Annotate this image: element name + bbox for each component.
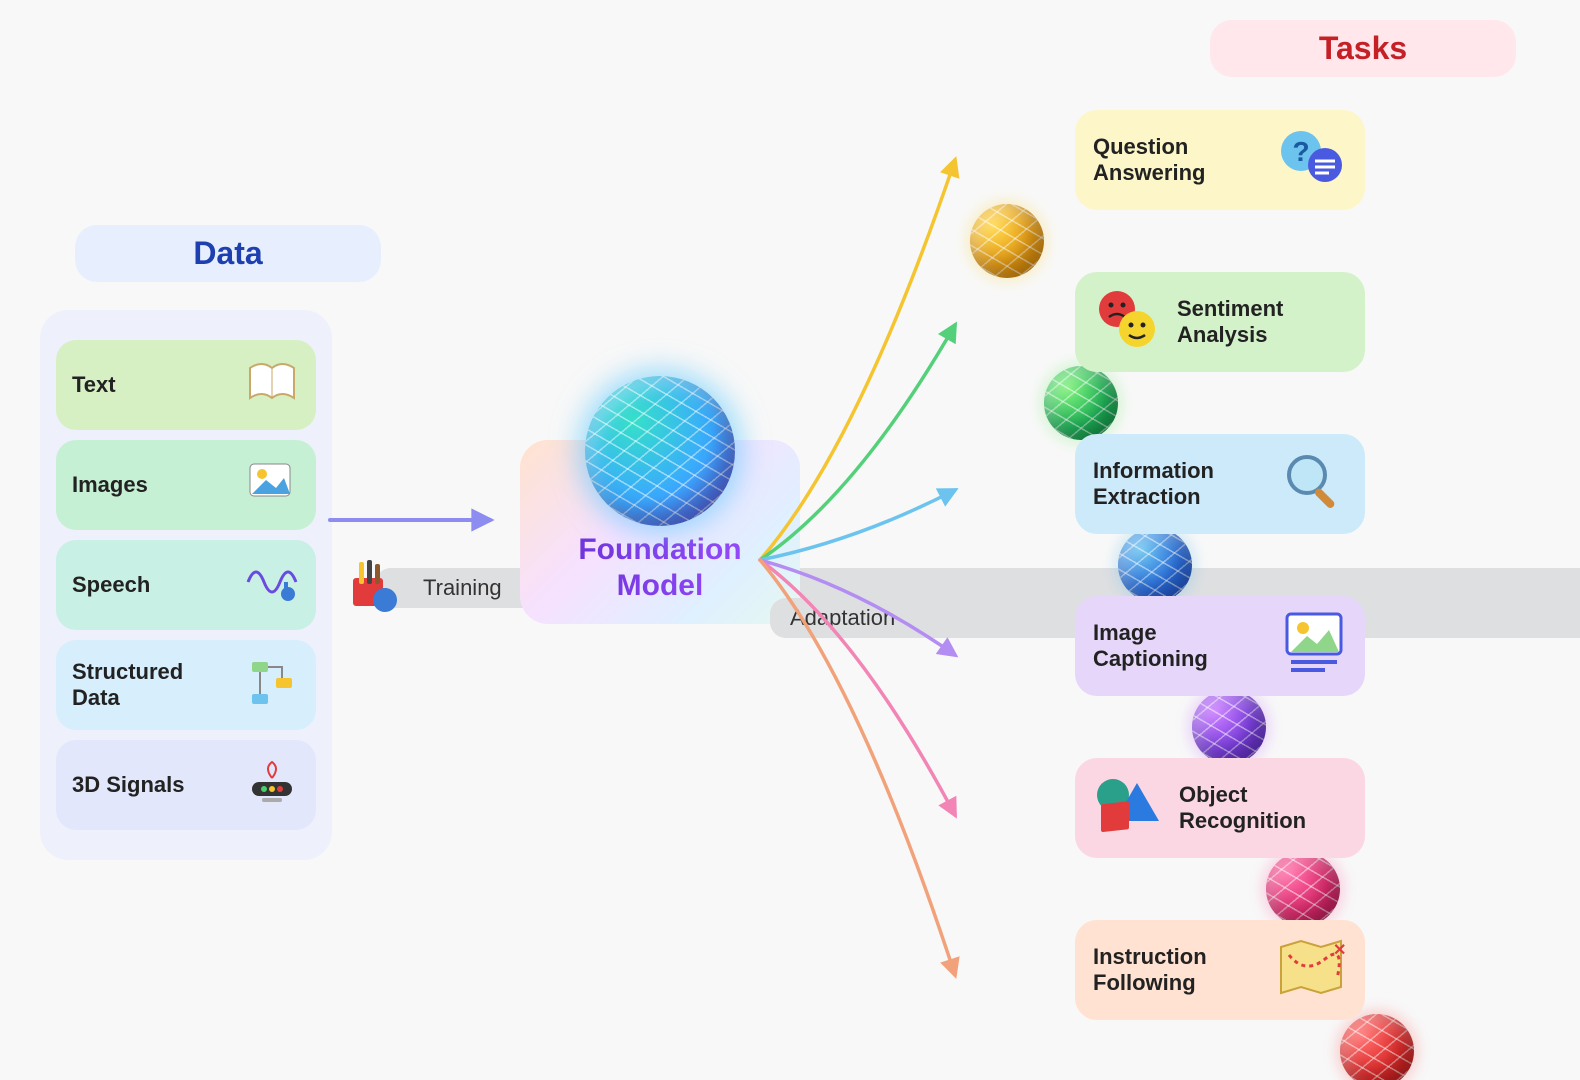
book-icon [244,354,300,416]
data-item-flow: StructuredData [56,640,316,730]
data-item-label: Images [72,472,148,498]
diagram-stage: Data Tasks Text Images Speech StructuredDat… [0,0,1580,1080]
task-box: InformationExtraction [1075,434,1365,534]
data-item-label: Speech [72,572,150,598]
task-sphere-icon [1118,528,1192,602]
task-sphere-icon [970,204,1044,278]
data-header: Data [75,225,381,282]
svg-text:✕: ✕ [1333,942,1346,959]
task-sphere-icon [1340,1014,1414,1080]
tasks-header-label: Tasks [1319,30,1407,66]
data-item-wave: Speech [56,540,316,630]
map-icon: ✕ [1275,935,1347,1005]
task-label: SentimentAnalysis [1177,296,1347,349]
data-item-label: 3D Signals [72,772,184,798]
training-text: Training [423,575,502,600]
router-icon [244,754,300,816]
tasks-column: QuestionAnswering?SentimentAnalysisInfor… [0,80,1580,159]
task-sphere-icon [1192,690,1266,764]
photo-icon [244,454,300,516]
task-label: InstructionFollowing [1093,944,1261,997]
shapes-icon [1093,773,1165,843]
task-label: InformationExtraction [1093,458,1265,511]
foundation-title-line1: Foundation [578,533,741,566]
foundation-model-box: Foundation Model [520,440,800,624]
svg-text:?: ? [1292,136,1309,167]
task-box: QuestionAnswering? [1075,110,1365,210]
task-label: ImageCaptioning [1093,620,1267,673]
task-box: InstructionFollowing ✕ [1075,920,1365,1020]
tasks-header: Tasks [1210,20,1516,77]
data-header-label: Data [193,235,262,271]
task-sphere-icon [1044,366,1118,440]
data-item-router: 3D Signals [56,740,316,830]
caption-icon [1281,608,1347,684]
foundation-title: Foundation Model [550,532,770,604]
data-item-label: Text [72,372,116,398]
data-panel: Text Images Speech StructuredData 3D Signals [40,310,332,860]
task-box: ObjectRecognition [1075,758,1365,858]
data-item-book: Text [56,340,316,430]
task-sphere-icon [1266,852,1340,926]
foundation-sphere-icon [550,376,770,526]
tools-icon [339,556,399,618]
task-label: ObjectRecognition [1179,782,1347,835]
qa-icon: ? [1277,127,1347,193]
magnifier-icon [1279,447,1347,521]
adaptation-text: Adaptation [790,605,895,630]
flow-icon [244,654,300,716]
task-box: SentimentAnalysis [1075,272,1365,372]
foundation-title-line2: Model [617,569,704,602]
task-box: ImageCaptioning [1075,596,1365,696]
data-item-photo: Images [56,440,316,530]
task-label: QuestionAnswering [1093,134,1263,187]
data-item-label: StructuredData [72,659,183,711]
sentiment-icon [1093,287,1163,357]
wave-icon [244,554,300,616]
